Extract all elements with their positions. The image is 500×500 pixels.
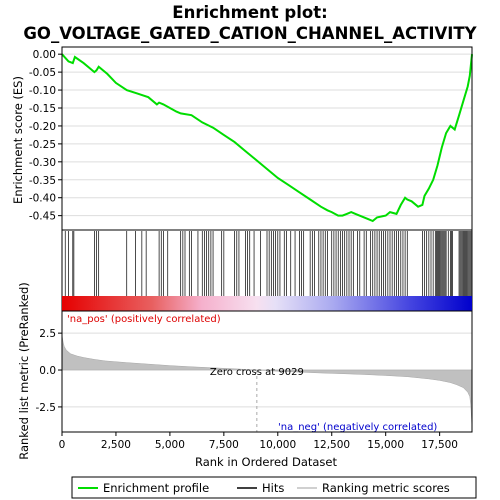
metric-ytick-label: 2.5 — [39, 328, 56, 340]
x-axis-label: Rank in Ordered Dataset — [195, 455, 338, 469]
legend-label-enrichment: Enrichment profile — [103, 481, 209, 495]
legend-label-hits: Hits — [262, 481, 284, 495]
xtick-label: 5,000 — [155, 439, 185, 451]
metric-ytick-label: 0.0 — [39, 365, 56, 377]
es-ytick-label: 0.00 — [33, 49, 56, 61]
metric-axis-label: Ranked list metric (PreRanked) — [17, 282, 31, 460]
legend: Enrichment profile Hits Ranking metric s… — [72, 477, 476, 498]
xtick-label: 15,000 — [367, 439, 404, 451]
es-ytick-label: -0.25 — [29, 139, 56, 151]
rank-color-bar — [62, 296, 472, 311]
es-panel-background — [62, 47, 472, 230]
metric-ytick-label: -2.5 — [36, 402, 57, 414]
zero-cross-label: Zero cross at 9029 — [210, 367, 304, 378]
metric-xticks: 0 2,500 5,000 7,500 10,000 12,500 15,000 17,500 — [59, 432, 458, 451]
es-ytick-label: -0.45 — [29, 211, 56, 223]
es-ytick-label: -0.15 — [29, 103, 56, 115]
metric-yticks: 2.5 0.0 -2.5 — [36, 328, 63, 414]
es-yticks: 0.00 -0.05 -0.10 -0.15 -0.20 -0.25 -0.30 -0.35 -… — [29, 49, 62, 222]
es-axis-label: Enrichment score (ES) — [11, 76, 25, 204]
chart-title: Enrichment plot: — [172, 3, 327, 22]
xtick-label: 0 — [59, 439, 66, 451]
legend-label-metric: Ranking metric scores — [322, 481, 450, 495]
xtick-label: 12,500 — [313, 439, 350, 451]
es-ytick-label: -0.30 — [29, 157, 56, 169]
es-ytick-label: -0.10 — [29, 85, 56, 97]
es-ytick-label: -0.20 — [29, 121, 56, 133]
xtick-label: 17,500 — [421, 439, 458, 451]
pos-correlated-label: 'na_pos' (positively correlated) — [67, 314, 221, 325]
es-ytick-label: -0.40 — [29, 193, 56, 205]
neg-correlated-label: 'na_neg' (negatively correlated) — [278, 422, 437, 433]
xtick-label: 7,500 — [209, 439, 239, 451]
chart-subtitle: GO_VOLTAGE_GATED_CATION_CHANNEL_ACTIVITY — [23, 24, 477, 43]
xtick-label: 10,000 — [259, 439, 296, 451]
es-ytick-label: -0.05 — [29, 67, 56, 79]
hits-panel — [62, 230, 472, 311]
es-ytick-label: -0.35 — [29, 175, 56, 187]
es-panel: 0.00 -0.05 -0.10 -0.15 -0.20 -0.25 -0.30 -0.35 -… — [11, 47, 472, 230]
xtick-label: 2,500 — [101, 439, 131, 451]
